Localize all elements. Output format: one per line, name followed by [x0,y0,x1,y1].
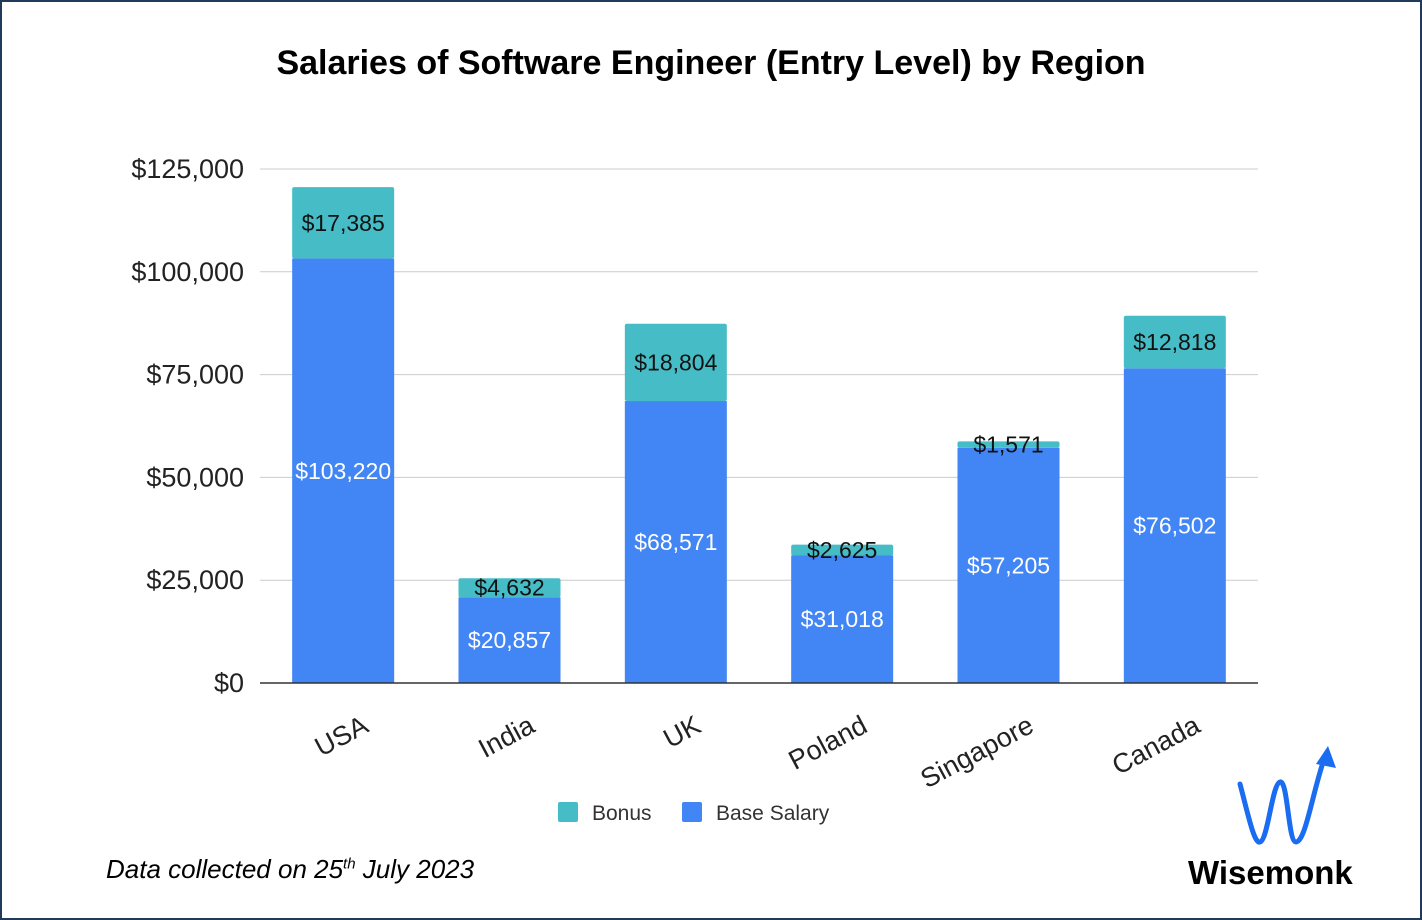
y-tick-label: $50,000 [146,462,244,492]
footnote-superscript: th [343,855,356,873]
base-salary-data-label: $31,018 [801,606,884,632]
base-salary-data-label: $57,205 [967,552,1050,578]
bar-base-salary [458,597,561,683]
bar-bonus [791,544,894,556]
wisemonk-brand-name: Wisemonk [1188,854,1353,891]
x-tick-label: USA [310,710,373,763]
footnote-prefix: Data collected on 25 [106,854,344,884]
wisemonk-logo-icon [1237,746,1336,845]
x-tick-label: Poland [784,710,872,776]
bar-base-salary [624,401,727,683]
base-salary-data-label: $76,502 [1133,513,1216,539]
y-tick-label: $100,000 [131,257,244,287]
bar-base-salary [791,555,894,683]
x-tick-label: Canada [1107,709,1205,780]
legend-swatch [558,802,578,822]
y-tick-label: $125,000 [131,154,244,184]
bar-base-salary [292,258,395,683]
bonus-data-label: $2,625 [807,537,877,563]
y-tick-label: $0 [214,668,244,698]
chart-title: Salaries of Software Engineer (Entry Lev… [276,44,1146,82]
bonus-data-label: $12,818 [1133,329,1216,355]
y-tick-label: $25,000 [146,565,244,595]
bonus-data-label: $18,804 [634,349,717,375]
bonus-data-label: $4,632 [474,575,544,601]
x-tick-label: Singapore [916,710,1039,794]
legend-label: Base Salary [716,802,830,825]
bar-bonus [458,578,561,598]
bar-bonus [624,323,727,402]
base-salary-data-label: $103,220 [295,458,391,484]
bonus-data-label: $17,385 [302,210,385,236]
bonus-data-label: $1,571 [973,432,1043,458]
bar-base-salary [957,447,1060,683]
base-salary-data-label: $20,857 [468,627,551,653]
x-tick-label: India [474,709,541,763]
bar-bonus [957,441,1060,448]
legend-label: Bonus [592,802,652,825]
base-salary-data-label: $68,571 [634,529,717,555]
bar-bonus [1123,315,1226,369]
y-tick-label: $75,000 [146,360,244,390]
x-tick-label: UK [658,710,705,754]
bar-base-salary [1123,368,1226,683]
bar-bonus [292,187,395,259]
legend-swatch [682,802,702,822]
footnote-suffix: July 2023 [355,854,475,884]
data-collected-footnote: Data collected on 25th July 2023 [106,854,474,885]
